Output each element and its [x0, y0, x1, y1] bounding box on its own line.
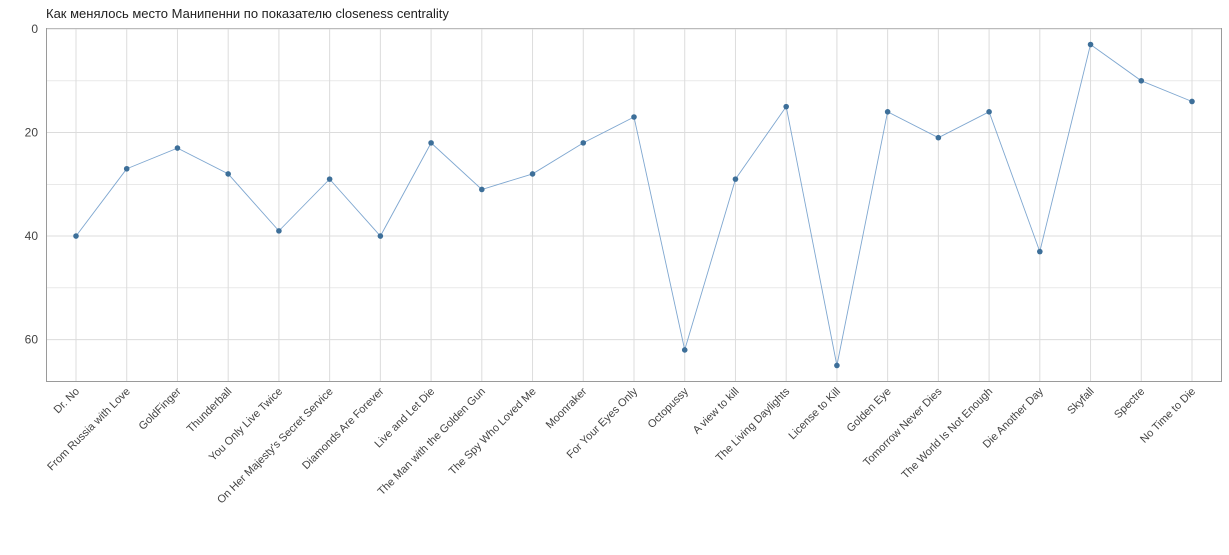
- data-point: [681, 347, 688, 353]
- x-tick-label: Octopussy: [646, 385, 692, 431]
- data-point: [276, 228, 282, 234]
- data-point: [1138, 77, 1145, 84]
- x-tick-label: The World Is Not Enough: [900, 386, 996, 482]
- data-point: [529, 171, 536, 177]
- y-axis: 0 20 40 60: [25, 22, 39, 347]
- data-point: [326, 176, 333, 182]
- data-point: [123, 165, 130, 172]
- data-point: [1189, 98, 1195, 105]
- data-point: [935, 134, 942, 141]
- y-tick-label: 0: [31, 22, 38, 36]
- x-tick-label: GoldFinger: [137, 385, 184, 432]
- grid-lines: [47, 28, 1221, 381]
- data-point: [377, 233, 384, 239]
- y-tick-label: 60: [25, 333, 39, 347]
- x-tick-label: A view to kill: [691, 386, 742, 437]
- x-tick-label: Dr. No: [52, 386, 83, 417]
- chart-title: Как менялось место Манипенни по показате…: [46, 6, 449, 21]
- y-tick-label: 20: [25, 126, 39, 140]
- x-tick-label: Skyfall: [1065, 386, 1096, 417]
- data-point: [732, 176, 739, 182]
- data-point: [986, 109, 992, 115]
- data-point: [428, 140, 434, 146]
- x-tick-label: From Russia with Love: [45, 386, 133, 474]
- data-point: [580, 140, 587, 146]
- data-point: [783, 103, 789, 110]
- x-tick-label: License to Kill: [787, 386, 843, 442]
- x-tick-label: Thunderball: [185, 386, 235, 436]
- data-point: [479, 186, 485, 193]
- data-point: [1037, 248, 1043, 255]
- x-tick-label: The Man with the Golden Gun: [376, 386, 488, 498]
- x-tick-label: Moonraker: [544, 385, 590, 431]
- data-point: [174, 145, 181, 151]
- data-point: [834, 362, 840, 369]
- data-point: [1087, 41, 1094, 48]
- series-points-group: [73, 41, 1195, 369]
- data-point: [631, 114, 637, 120]
- x-tick-label: The Spy Who Loved Me: [447, 386, 539, 478]
- data-point: [73, 233, 79, 239]
- data-point: [884, 109, 891, 115]
- x-tick-label: Golden Eye: [845, 386, 894, 435]
- y-tick-label: 40: [25, 229, 39, 243]
- x-tick-label: No Time to Die: [1138, 386, 1198, 446]
- x-tick-label: Spectre: [1112, 386, 1147, 421]
- data-point: [225, 171, 231, 177]
